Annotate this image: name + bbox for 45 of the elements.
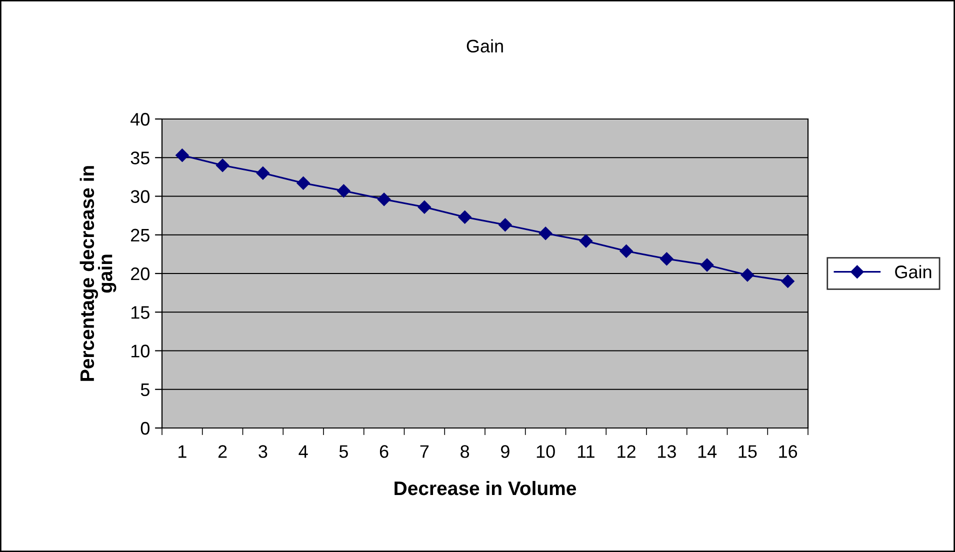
- x-tick-label: 12: [618, 445, 636, 458]
- chart-title: Gain: [466, 39, 503, 53]
- point: [660, 252, 674, 266]
- y-tick-label: 15: [131, 306, 150, 319]
- point: [176, 148, 189, 162]
- point: [458, 210, 472, 224]
- point: [781, 274, 794, 288]
- y-axis-title: Percentage decrease in gain: [80, 166, 116, 381]
- x-tick-label: 16: [779, 445, 798, 458]
- point: [418, 200, 432, 214]
- x-tick-label: 4: [298, 445, 308, 458]
- x-tick-label: 3: [258, 445, 268, 458]
- point: [216, 158, 230, 172]
- x-tick-label: 9: [501, 445, 510, 458]
- legend-label: Gain: [895, 265, 932, 278]
- x-tick-label: 7: [420, 445, 429, 458]
- point: [579, 234, 593, 248]
- x-tick-label: 13: [658, 445, 676, 458]
- x-tick-label: 8: [460, 445, 470, 458]
- point: [377, 192, 391, 206]
- y-tick-label: 35: [130, 152, 150, 164]
- point: [498, 218, 512, 232]
- y-tick-label: 30: [130, 190, 150, 203]
- point: [538, 226, 552, 240]
- y-tick-label: 0: [140, 422, 150, 435]
- x-tick-label: 2: [218, 445, 227, 458]
- point: [700, 258, 714, 272]
- x-tick-label: 11: [578, 445, 594, 458]
- point: [256, 166, 270, 180]
- x-axis-title: Decrease in Volume: [394, 480, 576, 496]
- x-tick-label: 14: [698, 445, 717, 458]
- point: [740, 268, 754, 282]
- x-tick-label: 15: [738, 445, 757, 458]
- y-tick-label: 20: [131, 267, 150, 280]
- x-tick-label: 10: [536, 445, 555, 458]
- y-tick-label: 25: [131, 228, 150, 242]
- point: [296, 176, 310, 190]
- y-tick-label: 40: [130, 112, 150, 126]
- x-tick-label: 6: [380, 445, 388, 458]
- x-tick-label: 5: [339, 445, 348, 458]
- point: [620, 244, 633, 258]
- y-tick-label: 5: [140, 383, 150, 396]
- y-tick-label: 10: [131, 344, 150, 358]
- x-tick-label: 1: [178, 445, 186, 458]
- point: [337, 184, 350, 198]
